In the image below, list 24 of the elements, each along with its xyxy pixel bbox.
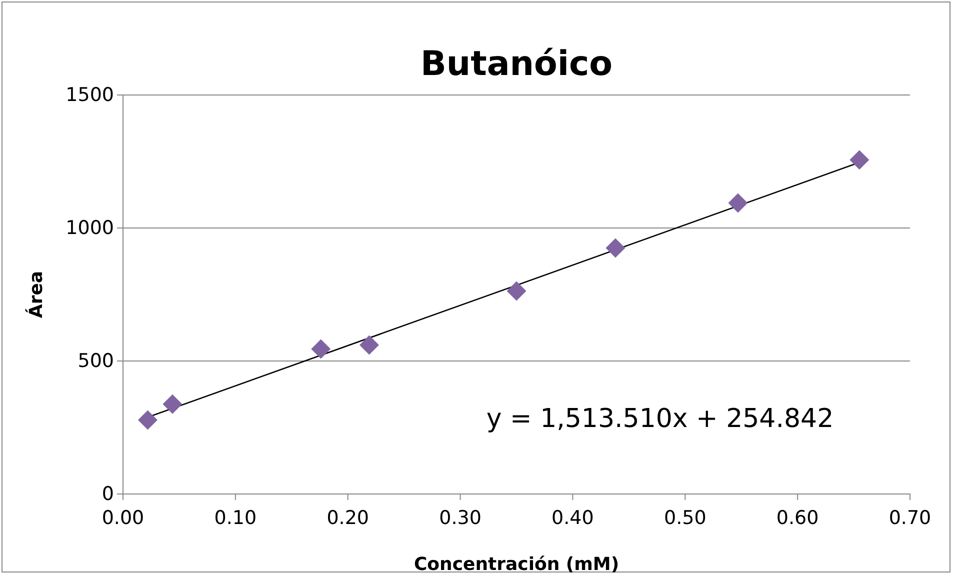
point: [850, 150, 870, 170]
x-tick-label: 0.60: [776, 506, 819, 529]
y-axis-title: Área: [25, 270, 47, 318]
x-tick-label: 0.30: [439, 506, 482, 529]
point: [606, 238, 626, 258]
x-tick-label: 0.10: [214, 506, 257, 529]
point: [138, 410, 158, 430]
x-axis-title: Concentración (mM): [414, 554, 620, 575]
annotation: y = 1,513.510x + 254.842: [486, 404, 834, 434]
point: [311, 339, 331, 359]
y-tick-label: 1000: [66, 217, 114, 240]
point: [506, 281, 526, 301]
point: [728, 193, 748, 213]
point: [359, 335, 379, 355]
y-tick-label: 0: [102, 483, 114, 506]
point: [162, 394, 182, 414]
x-tick-label: 0.70: [888, 506, 932, 529]
y-tick-label: 1500: [66, 84, 114, 106]
chart-title: Butanóico: [420, 44, 613, 84]
x-tick-label: 0.40: [552, 506, 594, 529]
y-tick-label: 500: [78, 350, 114, 372]
x-tick-label: 0.50: [664, 506, 706, 529]
x-tick-label: 0.20: [326, 506, 370, 529]
x-tick-label: 0.00: [102, 506, 144, 529]
